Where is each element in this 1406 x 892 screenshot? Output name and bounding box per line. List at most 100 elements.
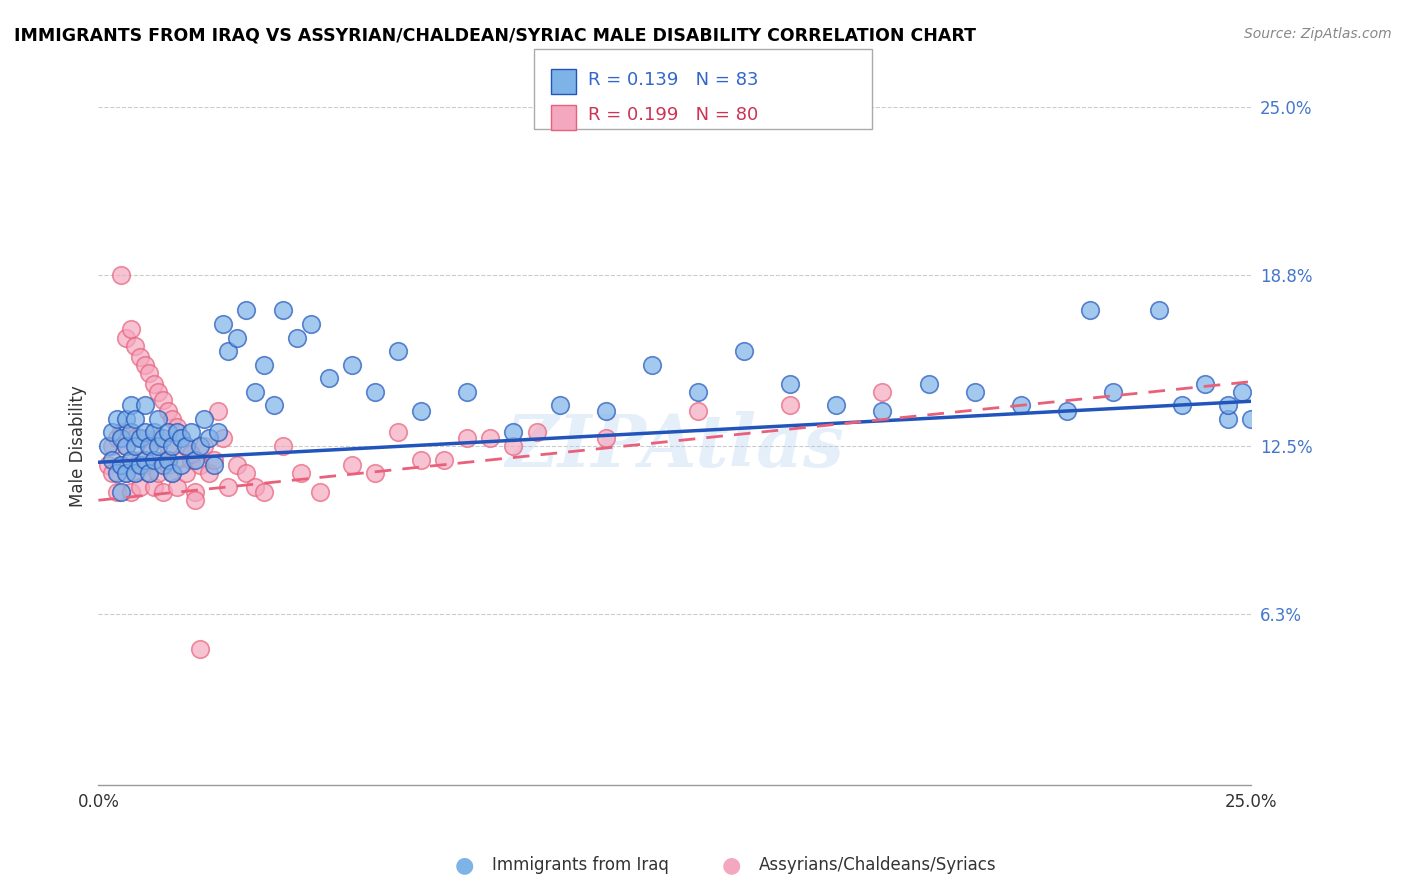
Text: ●: ● [454, 855, 474, 875]
Point [1218, 398, 1240, 412]
Point [595, 431, 617, 445]
Point [152, 452, 174, 467]
Point [156, 458, 179, 472]
Point [502, 439, 524, 453]
Point [115, 439, 138, 453]
Text: Source: ZipAtlas.com: Source: ZipAtlas.com [1244, 27, 1392, 41]
Point [148, 384, 170, 399]
Point [124, 466, 146, 480]
Point [170, 431, 193, 445]
Point [364, 466, 387, 480]
Point [124, 439, 146, 453]
Point [180, 452, 202, 467]
Point [1218, 412, 1240, 426]
Point [110, 268, 132, 282]
Point [170, 431, 193, 445]
Point [207, 425, 229, 440]
Point [170, 458, 193, 472]
Point [120, 425, 142, 440]
Point [1240, 412, 1263, 426]
Point [285, 330, 308, 344]
Point [253, 358, 276, 372]
Point [188, 458, 211, 472]
Point [148, 431, 170, 445]
Point [129, 431, 152, 445]
Point [686, 403, 709, 417]
Point [174, 439, 197, 453]
Point [872, 384, 894, 399]
Point [101, 439, 124, 453]
Point [134, 458, 156, 472]
Point [105, 466, 128, 480]
Point [271, 439, 294, 453]
Point [134, 398, 156, 412]
Point [217, 480, 239, 494]
Point [202, 452, 225, 467]
Point [110, 458, 132, 472]
Point [686, 384, 709, 399]
Point [110, 425, 132, 440]
Point [120, 485, 142, 500]
Text: Immigrants from Iraq: Immigrants from Iraq [492, 856, 669, 874]
Point [225, 458, 247, 472]
Point [917, 376, 939, 391]
Point [115, 330, 138, 344]
Y-axis label: Male Disability: Male Disability [69, 385, 87, 507]
Point [184, 452, 207, 467]
Point [411, 403, 433, 417]
Point [101, 466, 124, 480]
Point [142, 452, 165, 467]
Point [235, 303, 257, 318]
Point [245, 384, 267, 399]
Point [174, 439, 197, 453]
Point [308, 485, 330, 500]
Point [110, 485, 132, 500]
Point [152, 485, 174, 500]
Point [129, 350, 152, 364]
Point [101, 425, 124, 440]
Point [156, 403, 179, 417]
Point [872, 403, 894, 417]
Point [825, 398, 848, 412]
Point [142, 376, 165, 391]
Point [779, 376, 801, 391]
Point [160, 466, 183, 480]
Point [138, 466, 160, 480]
Point [456, 431, 478, 445]
Point [129, 452, 152, 467]
Point [1078, 303, 1101, 318]
Point [160, 412, 183, 426]
Point [198, 466, 221, 480]
Point [105, 412, 128, 426]
Point [387, 425, 409, 440]
Point [198, 431, 221, 445]
Point [299, 317, 322, 331]
Point [217, 344, 239, 359]
Point [156, 425, 179, 440]
Point [245, 480, 267, 494]
Point [110, 458, 132, 472]
Point [433, 452, 456, 467]
Point [502, 425, 524, 440]
Point [138, 439, 160, 453]
Point [548, 398, 571, 412]
Point [115, 439, 138, 453]
Text: IMMIGRANTS FROM IRAQ VS ASSYRIAN/CHALDEAN/SYRIAC MALE DISABILITY CORRELATION CHA: IMMIGRANTS FROM IRAQ VS ASSYRIAN/CHALDEA… [14, 27, 976, 45]
Point [120, 322, 142, 336]
Point [148, 439, 170, 453]
Point [456, 384, 478, 399]
Point [193, 439, 215, 453]
Point [148, 412, 170, 426]
Point [142, 452, 165, 467]
Point [212, 431, 235, 445]
Point [138, 466, 160, 480]
Point [101, 452, 124, 467]
Point [129, 480, 152, 494]
Point [124, 431, 146, 445]
Point [779, 398, 801, 412]
Point [97, 439, 120, 453]
Point [263, 398, 285, 412]
Point [166, 452, 188, 467]
Point [526, 425, 548, 440]
Point [138, 439, 160, 453]
